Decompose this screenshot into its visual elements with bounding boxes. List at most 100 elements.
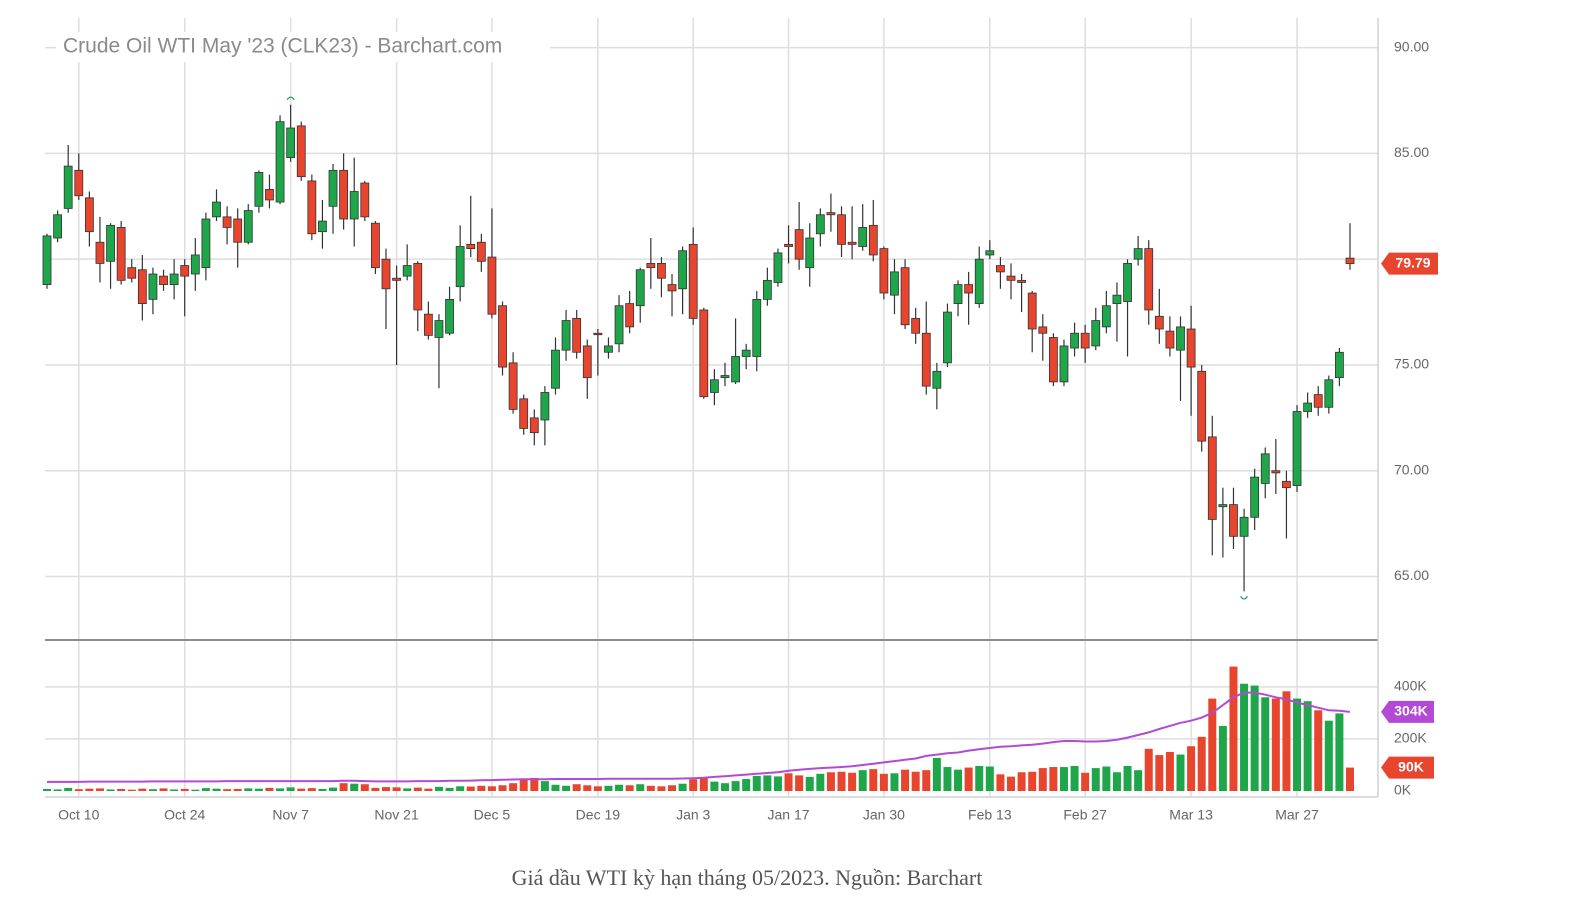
volume-bar	[106, 789, 115, 791]
candle-body	[1133, 248, 1143, 260]
volume-bar	[381, 787, 390, 791]
volume-bar	[911, 771, 920, 791]
candle-body	[423, 313, 433, 336]
x-tick-label: Mar 13	[1169, 807, 1213, 823]
ma-last-tag	[1381, 700, 1434, 723]
volume-bar	[742, 779, 751, 791]
candle-body	[847, 241, 857, 245]
volume-bar	[1112, 772, 1121, 791]
candle-body	[837, 214, 846, 245]
volume-bar	[1218, 725, 1227, 791]
volume-bar	[710, 781, 719, 791]
candle-body	[900, 267, 910, 326]
candle-body	[1006, 275, 1016, 281]
volume-bar	[1271, 698, 1280, 791]
volume-bar	[1144, 748, 1153, 791]
candle-body	[265, 188, 274, 201]
volume-bar	[731, 781, 740, 791]
volume-bar	[265, 787, 274, 791]
volume-bar	[540, 781, 549, 791]
volume-bar	[1059, 767, 1068, 791]
volume-bar	[180, 788, 189, 791]
candle-body	[826, 212, 836, 216]
candle-body	[508, 362, 518, 410]
volume-bar	[1282, 691, 1291, 791]
volume-last-label: 90K	[1398, 758, 1424, 774]
candle-body	[953, 284, 963, 305]
candle-body	[752, 298, 762, 357]
volume-bar	[276, 788, 285, 791]
x-tick-label: Dec 5	[474, 807, 511, 823]
candle-body	[381, 258, 391, 290]
volume-bar	[212, 788, 221, 791]
volume-bar	[689, 779, 698, 791]
volume-bar	[466, 786, 475, 791]
volume-bar	[1293, 698, 1302, 791]
y-tick-label: 85.00	[1394, 144, 1429, 160]
candle-body	[402, 265, 412, 277]
candle-body	[159, 275, 168, 285]
candle-body	[74, 169, 84, 197]
candle-body	[519, 398, 529, 429]
candle-body	[699, 309, 709, 398]
candle-body	[1197, 370, 1207, 442]
volume-bar	[879, 773, 888, 791]
x-tick-label: Oct 10	[58, 807, 99, 823]
volume-bar	[1187, 746, 1196, 791]
candle-body	[593, 332, 603, 336]
last-price-tag	[1381, 252, 1438, 275]
candle-body	[127, 267, 137, 279]
volume-bar	[64, 787, 73, 791]
volume-bar	[954, 769, 963, 791]
volume-bar	[1197, 736, 1206, 791]
candle-body	[116, 227, 126, 281]
candle-body	[1048, 337, 1058, 383]
candle-body	[582, 345, 592, 379]
volume-bar	[117, 788, 126, 791]
volume-bar	[1250, 685, 1259, 791]
candle-body	[572, 318, 582, 353]
volume-bar	[329, 787, 338, 791]
volume-bar	[922, 770, 931, 791]
candle-body	[529, 417, 539, 434]
candle-body	[604, 345, 613, 353]
candle-body	[63, 165, 73, 209]
volume-bar	[795, 775, 804, 791]
candle-body	[741, 349, 751, 357]
volume-bar	[805, 776, 814, 791]
volume-bar	[424, 788, 433, 791]
candle-body	[540, 392, 550, 421]
candle-body	[455, 246, 465, 288]
volume-bar	[413, 787, 422, 791]
volume-bar	[858, 770, 867, 791]
candle-body	[784, 243, 793, 247]
volume-bar	[1038, 768, 1047, 791]
candle-body	[794, 229, 804, 260]
candle-body	[932, 370, 942, 389]
volume-bar	[625, 785, 634, 791]
candle-body	[879, 248, 889, 294]
candle-body	[635, 269, 645, 307]
candle-body	[688, 243, 698, 319]
candle-body	[84, 197, 94, 233]
candle-body	[561, 320, 571, 351]
candle-body	[1070, 332, 1079, 349]
candle-body	[1144, 248, 1154, 311]
volume-bar	[403, 788, 412, 791]
candle-body	[996, 265, 1005, 273]
volume-bar	[773, 776, 782, 791]
volume-bar	[837, 771, 846, 791]
candle-body	[445, 298, 454, 334]
volume-bar	[254, 788, 263, 791]
candle-body	[434, 320, 444, 338]
candle-body	[551, 349, 560, 389]
caption: Giá dầu WTI kỳ hạn tháng 05/2023. Nguồn:…	[512, 865, 983, 890]
candle-body	[709, 379, 719, 393]
volume-bar	[1102, 766, 1111, 791]
volume-bar	[551, 784, 560, 791]
candle-body	[1335, 351, 1344, 379]
volume-bar	[138, 788, 147, 791]
candle-body	[667, 284, 677, 292]
volume-bar	[985, 766, 994, 791]
volume-bar	[1091, 768, 1100, 791]
